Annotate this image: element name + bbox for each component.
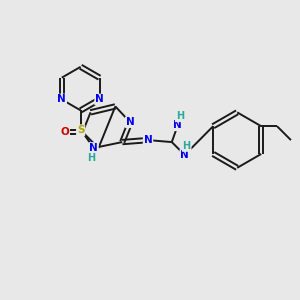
Text: H: H xyxy=(88,153,96,163)
Text: S: S xyxy=(77,125,84,135)
Text: N: N xyxy=(95,94,104,104)
Text: N: N xyxy=(57,94,66,104)
Text: N: N xyxy=(180,150,189,160)
Text: N: N xyxy=(144,135,152,145)
Text: H: H xyxy=(176,111,184,121)
Text: N: N xyxy=(173,120,182,130)
Text: N: N xyxy=(89,143,98,153)
Text: O: O xyxy=(60,127,69,137)
Text: H: H xyxy=(183,141,191,151)
Text: N: N xyxy=(126,117,135,127)
